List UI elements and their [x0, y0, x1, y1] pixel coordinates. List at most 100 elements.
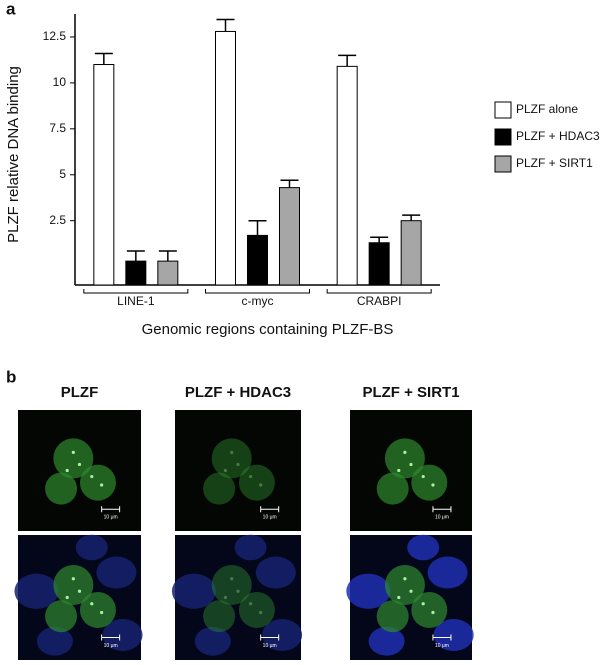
micrograph: 10 μm — [175, 410, 301, 531]
speckle — [100, 610, 104, 615]
nucleus — [255, 556, 296, 589]
bar — [400, 220, 422, 286]
scale-bar — [260, 506, 280, 513]
category-bracket — [326, 289, 432, 294]
cell — [79, 592, 116, 628]
scale-bar-label: 10 μm — [104, 515, 118, 521]
bar — [336, 65, 358, 286]
y-tick-label: 5 — [59, 167, 66, 181]
speckle — [259, 483, 263, 487]
scale-bar — [101, 506, 121, 513]
bar — [125, 260, 147, 286]
x-tick-label: LINE-1 — [117, 294, 155, 308]
speckle — [100, 483, 104, 487]
speckle — [236, 589, 240, 593]
error-bar — [338, 54, 357, 67]
nucleus — [36, 626, 73, 656]
cell — [211, 565, 252, 605]
category-bracket — [205, 289, 310, 294]
speckle — [77, 589, 82, 593]
cell — [79, 464, 116, 501]
cell — [376, 600, 409, 633]
error-bar — [248, 219, 267, 236]
speckle — [236, 462, 240, 467]
column-title: PLZF + HDAC3 — [185, 384, 291, 401]
error-bar — [370, 236, 389, 243]
legend-label: PLZF + SIRT1 — [516, 156, 593, 170]
panel-label: a — [6, 0, 16, 18]
scale-bar-label: 10 μm — [435, 643, 449, 649]
micrographs: 10 μm 10 μm 10 μm 10 μm 10 μm 10 μm — [14, 410, 474, 660]
micrograph-bg — [175, 410, 301, 531]
legend-label: PLZF + HDAC3 — [516, 129, 600, 143]
speckle — [65, 595, 69, 600]
nucleus — [368, 626, 405, 656]
legend-swatch — [494, 155, 512, 173]
speckle — [421, 602, 425, 606]
speckle — [403, 577, 407, 581]
scale-bar-label: 10 μm — [104, 643, 118, 649]
nucleus — [102, 619, 143, 651]
y-tick-label: 2.5 — [49, 213, 66, 227]
panel-label: b — [6, 367, 16, 386]
speckle — [90, 474, 94, 479]
error-bar — [94, 52, 113, 65]
nucleus — [14, 573, 59, 609]
scale-bar-label: 10 μm — [435, 515, 449, 521]
y-tick-label: 7.5 — [49, 121, 66, 135]
micrograph: 10 μm — [350, 410, 472, 531]
cell — [238, 592, 275, 628]
x-tick-label: CRABPI — [357, 294, 402, 308]
speckle — [259, 610, 263, 615]
scale-bar — [432, 634, 452, 641]
error-bar — [216, 18, 235, 32]
bar — [247, 234, 268, 286]
nucleus — [194, 626, 231, 656]
nucleus — [96, 556, 137, 589]
micrograph: 10 μm — [18, 410, 141, 531]
category-bracket — [83, 289, 189, 294]
speckle — [223, 468, 227, 473]
speckle — [431, 610, 435, 615]
x-axis-label: Genomic regions containing PLZF-BS — [142, 321, 394, 338]
speckle — [409, 589, 413, 593]
cell — [53, 438, 94, 479]
nucleus — [171, 573, 216, 609]
speckle — [65, 468, 69, 473]
cell — [203, 600, 236, 633]
x-tick-label: c-myc — [242, 294, 274, 308]
micrograph: 10 μm — [14, 534, 143, 660]
error-bar — [126, 250, 145, 262]
error-bar — [158, 250, 177, 262]
speckle — [71, 577, 75, 581]
cell — [384, 565, 425, 605]
bar — [215, 30, 236, 286]
scale-bar-label: 10 μm — [263, 515, 277, 521]
speckle — [249, 602, 253, 606]
cell — [411, 592, 448, 628]
micrograph: 10 μm — [346, 534, 474, 660]
nucleus — [262, 619, 303, 651]
nucleus — [75, 534, 108, 561]
speckle — [90, 602, 94, 606]
speckle — [397, 595, 401, 600]
scale-bar — [260, 634, 280, 641]
nucleus — [433, 619, 474, 651]
cell — [211, 438, 252, 479]
y-tick-label: 12.5 — [43, 29, 67, 43]
speckle — [421, 474, 425, 479]
legend-label: PLZF alone — [516, 102, 578, 116]
cell — [53, 565, 94, 605]
nucleus — [427, 556, 468, 589]
nucleus — [234, 534, 267, 561]
cell — [384, 438, 425, 479]
scale-bar-label: 10 μm — [263, 643, 277, 649]
bar — [279, 187, 300, 286]
error-bar — [280, 179, 299, 188]
bar — [368, 242, 390, 286]
speckle — [249, 474, 253, 479]
speckle — [77, 462, 82, 467]
column-title: PLZF — [61, 384, 99, 401]
y-axis-label: PLZF relative DNA binding — [5, 66, 22, 243]
